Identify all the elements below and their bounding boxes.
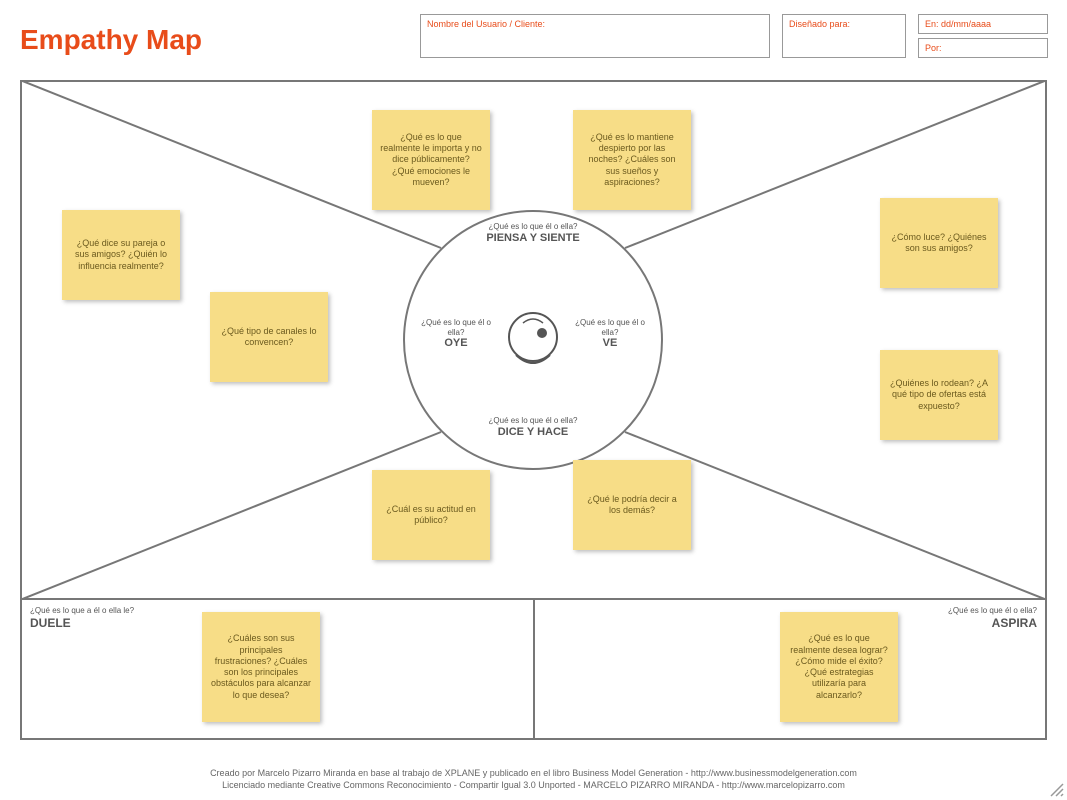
quadrant-q: ¿Qué es lo que él o ella? — [489, 222, 578, 231]
quadrant-big: VE — [572, 337, 648, 350]
sticky-note[interactable]: ¿Qué es lo mantiene despierto por las no… — [573, 110, 691, 210]
header-box-designed-for[interactable]: Diseñado para: — [782, 14, 906, 58]
quadrant-q: ¿Qué es lo que él o ella? — [489, 416, 578, 425]
header-box-label: Por: — [925, 43, 942, 53]
footer-line2: Licenciado mediante Creative Commons Rec… — [0, 779, 1067, 792]
note-text: ¿Qué es lo que realmente le importa y no… — [380, 132, 482, 188]
quadrant-big: DICE Y HACE — [468, 426, 598, 439]
note-text: ¿Qué es lo que realmente desea lograr? ¿… — [788, 633, 890, 701]
persona-head-icon — [498, 305, 568, 375]
sticky-note[interactable]: ¿Cómo luce? ¿Quiénes son sus amigos? — [880, 198, 998, 288]
note-text: ¿Qué le podría decir a los demás? — [581, 494, 683, 517]
note-text: ¿Quiénes lo rodean? ¿A qué tipo de ofert… — [888, 378, 990, 412]
empathy-map-canvas: ¿Qué es lo que él o ella? PIENSA Y SIENT… — [20, 80, 1047, 740]
quadrant-big: PIENSA Y SIENTE — [468, 232, 598, 245]
bottom-q-text: ¿Qué es lo que a él o ella le? — [30, 606, 134, 615]
bottom-q-text: ¿Qué es lo que él o ella? — [948, 606, 1037, 615]
header-box-label: Diseñado para: — [789, 19, 850, 29]
footer-line1: Creado por Marcelo Pizarro Miranda en ba… — [0, 767, 1067, 780]
sticky-note[interactable]: ¿Cuál es su actitud en público? — [372, 470, 490, 560]
sticky-note[interactable]: ¿Qué es lo que realmente desea lograr? ¿… — [780, 612, 898, 722]
sticky-note[interactable]: ¿Qué dice su pareja o sus amigos? ¿Quién… — [62, 210, 180, 300]
sticky-note[interactable]: ¿Cuáles son sus principales frustracione… — [202, 612, 320, 722]
resize-handle-icon[interactable] — [1049, 782, 1065, 798]
note-text: ¿Qué es lo mantiene despierto por las no… — [581, 132, 683, 188]
header-box-label: En: dd/mm/aaaa — [925, 19, 991, 29]
header-box-date[interactable]: En: dd/mm/aaaa — [918, 14, 1048, 34]
note-text: ¿Cuál es su actitud en público? — [380, 504, 482, 527]
note-text: ¿Qué tipo de canales lo convencen? — [218, 326, 320, 349]
quadrant-big: OYE — [418, 337, 494, 350]
bottom-big: ASPIRA — [948, 616, 1037, 630]
quadrant-q: ¿Qué es lo que él o ella? — [575, 318, 645, 337]
header-box-by[interactable]: Por: — [918, 38, 1048, 58]
quadrant-label-right: ¿Qué es lo que él o ella? VE — [572, 318, 648, 350]
sticky-note[interactable]: ¿Qué le podría decir a los demás? — [573, 460, 691, 550]
header-box-label: Nombre del Usuario / Cliente: — [427, 19, 545, 29]
page-title: Empathy Map — [20, 24, 202, 56]
note-text: ¿Cómo luce? ¿Quiénes son sus amigos? — [888, 232, 990, 255]
quadrant-label-top: ¿Qué es lo que él o ella? PIENSA Y SIENT… — [468, 222, 598, 245]
sticky-note[interactable]: ¿Qué es lo que realmente le importa y no… — [372, 110, 490, 210]
quadrant-label-bottom: ¿Qué es lo que él o ella? DICE Y HACE — [468, 416, 598, 439]
quadrant-q: ¿Qué es lo que él o ella? — [421, 318, 491, 337]
bottom-label-gain: ¿Qué es lo que él o ella? ASPIRA — [948, 606, 1037, 630]
sticky-note[interactable]: ¿Quiénes lo rodean? ¿A qué tipo de ofert… — [880, 350, 998, 440]
note-text: ¿Qué dice su pareja o sus amigos? ¿Quién… — [70, 238, 172, 272]
sticky-note[interactable]: ¿Qué tipo de canales lo convencen? — [210, 292, 328, 382]
note-text: ¿Cuáles son sus principales frustracione… — [210, 633, 312, 701]
quadrant-label-left: ¿Qué es lo que él o ella? OYE — [418, 318, 494, 350]
header-box-username[interactable]: Nombre del Usuario / Cliente: — [420, 14, 770, 58]
footer-credits: Creado por Marcelo Pizarro Miranda en ba… — [0, 767, 1067, 792]
